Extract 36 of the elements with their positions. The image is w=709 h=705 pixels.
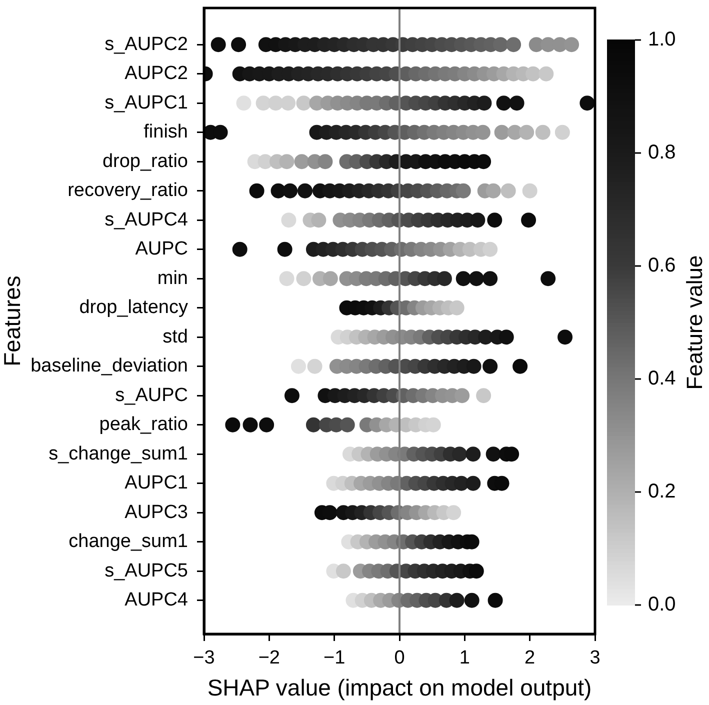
y-tick-label: AUPC3	[124, 502, 188, 523]
x-tick-label: 3	[590, 648, 600, 669]
y-tick-label: s_AUPC	[115, 384, 188, 406]
y-tick-label: peak_ratio	[99, 414, 188, 436]
y-tick-label: baseline_deviation	[30, 356, 188, 377]
y-tick-label: s_AUPC5	[104, 560, 188, 582]
y-tick-label: recovery_ratio	[68, 180, 188, 202]
x-tick-label: 1	[459, 648, 470, 669]
y-tick-label: AUPC	[135, 238, 188, 260]
x-axis-title: SHAP value (impact on model output)	[207, 674, 592, 701]
color-bar-label: 0.2	[648, 480, 676, 503]
x-tick-label: −1	[323, 648, 346, 669]
color-bar-label: 0.6	[648, 254, 676, 277]
y-tick-label: std	[162, 326, 188, 348]
y-tick-label: AUPC1	[124, 472, 188, 494]
y-tick-label: AUPC2	[124, 63, 188, 84]
y-tick-label: drop_ratio	[102, 150, 188, 172]
y-tick-label: AUPC4	[124, 590, 188, 611]
x-tick-label: 2	[524, 648, 536, 669]
color-bar-label: 0.8	[648, 142, 676, 164]
y-tick-label: s_AUPC1	[104, 92, 188, 114]
x-tick-label: 0	[394, 648, 405, 669]
y-tick-label: s_AUPC4	[104, 209, 188, 230]
color-bar-label: 0.4	[648, 368, 676, 390]
x-tick-label: −3	[193, 648, 215, 669]
y-tick-label: s_change_sum1	[48, 443, 188, 464]
y-tick-label: min	[157, 268, 188, 289]
x-tick-label: −2	[258, 648, 280, 669]
y-axis-title: Features	[0, 276, 26, 366]
color-bar-title: Feature value	[682, 255, 708, 390]
y-tick-label: drop_latency	[79, 297, 188, 318]
y-tick-label: change_sum1	[68, 531, 188, 552]
color-bar-label: 0.0	[648, 594, 676, 616]
y-tick-label: finish	[144, 122, 188, 143]
y-tick-label: s_AUPC2	[104, 34, 188, 55]
color-bar-label: 1.0	[648, 28, 676, 51]
